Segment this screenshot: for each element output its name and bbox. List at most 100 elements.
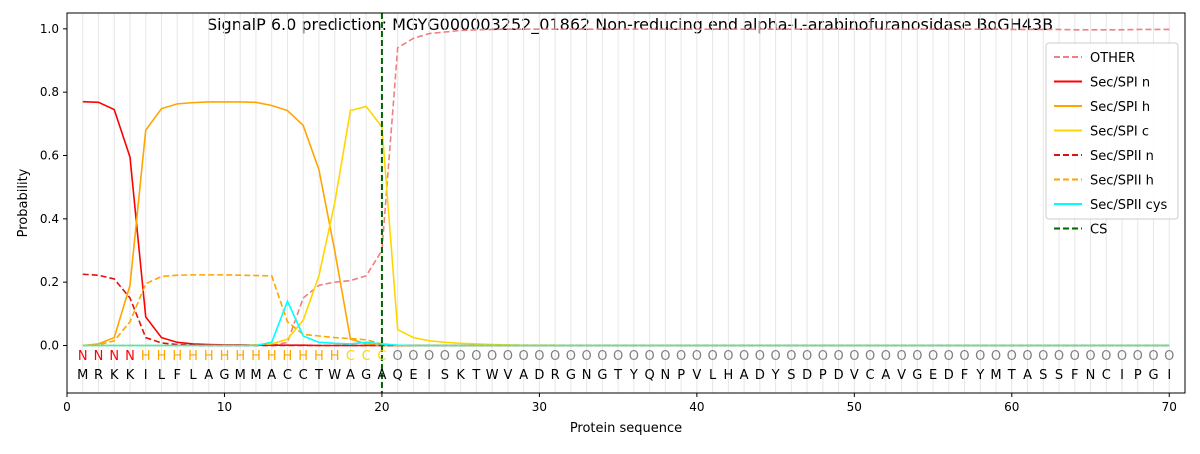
region-label: O	[1148, 349, 1158, 364]
region-label: O	[991, 349, 1001, 364]
sequence-residue: I	[144, 368, 148, 383]
plot-frame	[66, 12, 1186, 394]
sequence-residue: T	[471, 368, 480, 383]
region-label: O	[597, 349, 607, 364]
x-tick-label: 60	[1004, 400, 1019, 414]
sequence-residue: G	[597, 368, 607, 383]
sequence-residue: T	[1007, 368, 1016, 383]
sequence-residue: Y	[771, 368, 780, 383]
series-line-6	[82, 299, 1170, 347]
region-label: O	[1038, 349, 1048, 364]
legend-label: Sec/SPII n	[1090, 149, 1154, 164]
region-label: O	[1164, 349, 1174, 364]
sequence-residue: G	[1148, 368, 1158, 383]
sequence-residue: D	[834, 368, 844, 383]
legend-label: Sec/SPI n	[1090, 76, 1150, 91]
region-label: O	[1101, 349, 1111, 364]
sequence-residue: H	[723, 368, 733, 383]
region-label: C	[346, 349, 355, 364]
sequence-residue: P	[819, 368, 827, 383]
region-label: O	[519, 349, 529, 364]
sequence-residue: L	[158, 368, 166, 383]
region-label: O	[566, 349, 576, 364]
sequence-residue: S	[1039, 368, 1047, 383]
y-tick-label: 0.8	[40, 85, 59, 99]
sequence-residue: Y	[629, 368, 638, 383]
region-label: H	[283, 349, 293, 364]
sequence-residue: I	[1167, 368, 1171, 383]
sequence-residue: S	[787, 368, 795, 383]
region-label: O	[833, 349, 843, 364]
region-label: O	[802, 349, 812, 364]
sequence-residue: D	[534, 368, 544, 383]
region-label: O	[676, 349, 686, 364]
sequence-residue: A	[267, 368, 276, 383]
sequence-residue: K	[126, 368, 135, 383]
sequence-residue: D	[755, 368, 765, 383]
sequence-residue: E	[929, 368, 937, 383]
x-tick-label: 70	[1162, 400, 1177, 414]
y-tick-label: 0.2	[40, 275, 59, 289]
sequence-residue: M	[77, 368, 88, 383]
sequence-residue: Q	[393, 368, 403, 383]
y-axis-label: Probability	[16, 168, 31, 237]
sequence-residue: Q	[645, 368, 655, 383]
region-label: O	[550, 349, 560, 364]
region-label: O	[755, 349, 765, 364]
y-tick-label: 0.0	[40, 339, 59, 353]
sequence-residue: P	[677, 368, 685, 383]
region-label: O	[1085, 349, 1095, 364]
sequence-residue: A	[740, 368, 749, 383]
x-axis-label: Protein sequence	[570, 421, 682, 436]
region-label: O	[629, 349, 639, 364]
region-label: O	[849, 349, 859, 364]
region-label: H	[172, 349, 182, 364]
sequence-residue: W	[328, 368, 341, 383]
sequence-residue: M	[235, 368, 246, 383]
sequence-residue: A	[519, 368, 528, 383]
region-label: O	[739, 349, 749, 364]
region-label: N	[94, 349, 104, 364]
axis-layer: 0.0 0.2 0.4 0.6 0.8 1.0 0 10 20 30 40 50 60 70	[40, 22, 1177, 414]
region-label: H	[157, 349, 167, 364]
region-label: H	[220, 349, 230, 364]
region-label: O	[975, 349, 985, 364]
region-label: O	[660, 349, 670, 364]
x-tick-label: 30	[532, 400, 547, 414]
x-tick-label: 40	[689, 400, 704, 414]
series-layer	[82, 13, 1170, 393]
sequence-residue: C	[866, 368, 875, 383]
sequence-residue: P	[1134, 368, 1142, 383]
region-label: O	[645, 349, 655, 364]
sequence-residue: C	[1102, 368, 1111, 383]
sequence-residue: A	[881, 368, 890, 383]
sequence-residue: R	[551, 368, 560, 383]
sequence-residue: V	[692, 368, 701, 383]
sequence-residue: L	[189, 368, 197, 383]
sequence-residue: C	[283, 368, 292, 383]
sequence-residue: V	[897, 368, 906, 383]
region-label: H	[267, 349, 277, 364]
region-label: H	[314, 349, 324, 364]
region-label: O	[1007, 349, 1017, 364]
legend-label: Sec/SPI c	[1090, 125, 1149, 140]
sequence-residue: M	[250, 368, 261, 383]
legend-label: Sec/SPII h	[1090, 174, 1154, 189]
sequence-residue: N	[660, 368, 670, 383]
sequence-residue: I	[1120, 368, 1124, 383]
sequence-residue: Y	[975, 368, 984, 383]
sequence-residue: G	[219, 368, 229, 383]
sequence-residue: A	[1023, 368, 1032, 383]
region-label: H	[330, 349, 340, 364]
region-label: O	[534, 349, 544, 364]
region-label: O	[912, 349, 922, 364]
region-label: O	[1070, 349, 1080, 364]
region-label: H	[204, 349, 214, 364]
region-label: O	[393, 349, 403, 364]
legend-label: Sec/SPI h	[1090, 100, 1150, 115]
legend-label: CS	[1090, 223, 1107, 238]
region-label: N	[78, 349, 88, 364]
